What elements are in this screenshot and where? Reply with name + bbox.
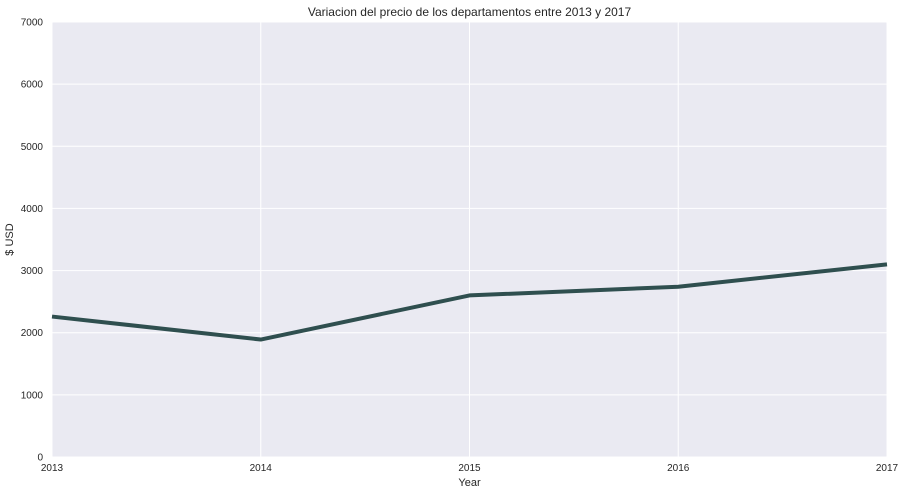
x-tick-label: 2015 [458, 463, 481, 474]
y-tick-label: 1000 [21, 390, 44, 401]
y-tick-label: 6000 [21, 80, 44, 91]
y-axis-ticks: 0 1000 2000 3000 4000 5000 6000 7000 [21, 18, 44, 464]
y-tick-label: 4000 [21, 204, 44, 215]
y-tick-label: 5000 [21, 142, 44, 153]
x-tick-label: 2016 [667, 463, 690, 474]
series-line [51, 262, 888, 342]
y-tick-label: 7000 [21, 18, 44, 29]
series-layer [51, 262, 888, 342]
y-tick-label: 2000 [21, 328, 44, 339]
chart-title: Variacion del precio de los departamento… [308, 5, 632, 19]
y-axis-label: $ USD [4, 223, 16, 255]
x-tick-label: 2013 [41, 463, 64, 474]
x-tick-label: 2014 [250, 463, 273, 474]
x-axis-label: Year [458, 477, 481, 489]
x-axis-ticks: 2013 2014 2015 2016 2017 [41, 463, 899, 474]
x-tick-label: 2017 [876, 463, 899, 474]
y-tick-label: 0 [37, 453, 43, 464]
y-tick-label: 3000 [21, 266, 44, 277]
